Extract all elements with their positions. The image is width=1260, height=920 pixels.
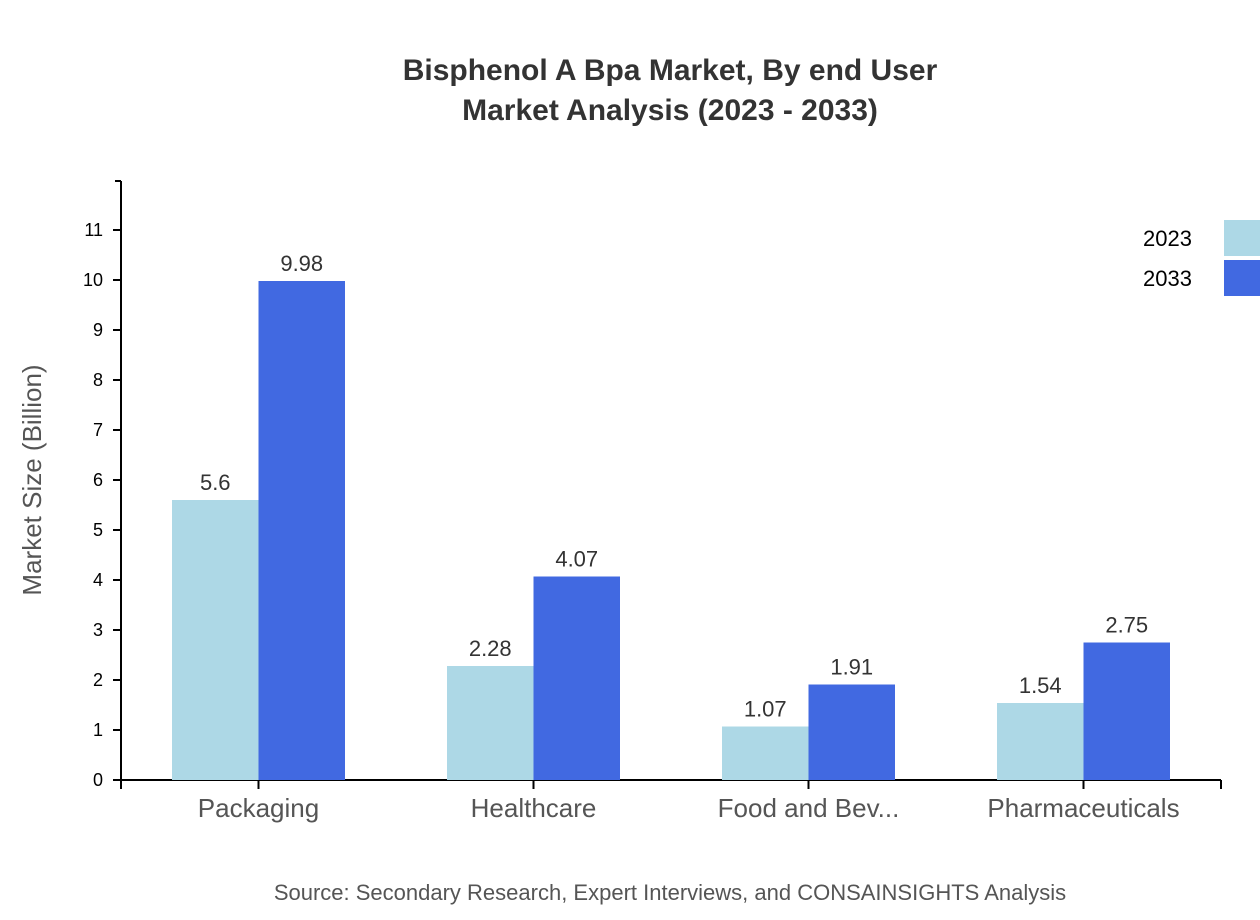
legend-swatch (1224, 220, 1260, 256)
y-tick-label: 9 (93, 320, 103, 340)
data-label: 1.91 (830, 655, 873, 680)
x-tick-label: Pharmaceuticals (987, 793, 1179, 823)
legend-swatch (1224, 260, 1260, 296)
bar (808, 684, 895, 780)
bar (258, 281, 345, 780)
bar (533, 576, 620, 780)
y-tick-label: 1 (93, 720, 103, 740)
x-tick-label: Healthcare (471, 793, 597, 823)
y-axis-label: Market Size (Billion) (17, 364, 47, 595)
data-label: 2.75 (1105, 613, 1148, 638)
y-tick-label: 3 (93, 620, 103, 640)
y-tick-label: 2 (93, 670, 103, 690)
chart-title-line-1: Bisphenol A Bpa Market, By end User (403, 54, 938, 87)
y-tick-label: 11 (84, 220, 103, 240)
legend-label: 2023 (1143, 226, 1192, 251)
x-tick-label: Packaging (198, 793, 319, 823)
y-tick-label: 8 (93, 370, 103, 390)
y-tick-label: 5 (93, 520, 103, 540)
bar (997, 703, 1084, 780)
data-label: 2.28 (469, 636, 512, 661)
data-label: 1.07 (744, 697, 787, 722)
y-tick-label: 4 (93, 570, 103, 590)
chart-title-line-2: Market Analysis (2023 - 2033) (462, 94, 878, 127)
bar (722, 726, 809, 780)
y-tick-label: 0 (93, 770, 103, 790)
legend: 2023 2033 (1143, 220, 1260, 296)
data-label: 9.98 (280, 251, 323, 276)
source-note: Source: Secondary Research, Expert Inter… (274, 880, 1066, 905)
bars: 5.6 9.98 2.28 4.07 1.07 1.91 1.54 2.75 (172, 251, 1170, 780)
legend-label: 2033 (1143, 266, 1192, 291)
bar (447, 666, 534, 780)
y-tick-label: 10 (83, 270, 103, 290)
data-label: 1.54 (1019, 673, 1062, 698)
data-label: 4.07 (555, 547, 598, 572)
y-tick-label: 6 (93, 470, 103, 490)
data-label: 5.6 (200, 470, 231, 495)
y-tick-label: 7 (93, 420, 103, 440)
x-tick-label: Food and Bev... (718, 793, 900, 823)
bar (1083, 642, 1170, 780)
bar (172, 500, 259, 780)
